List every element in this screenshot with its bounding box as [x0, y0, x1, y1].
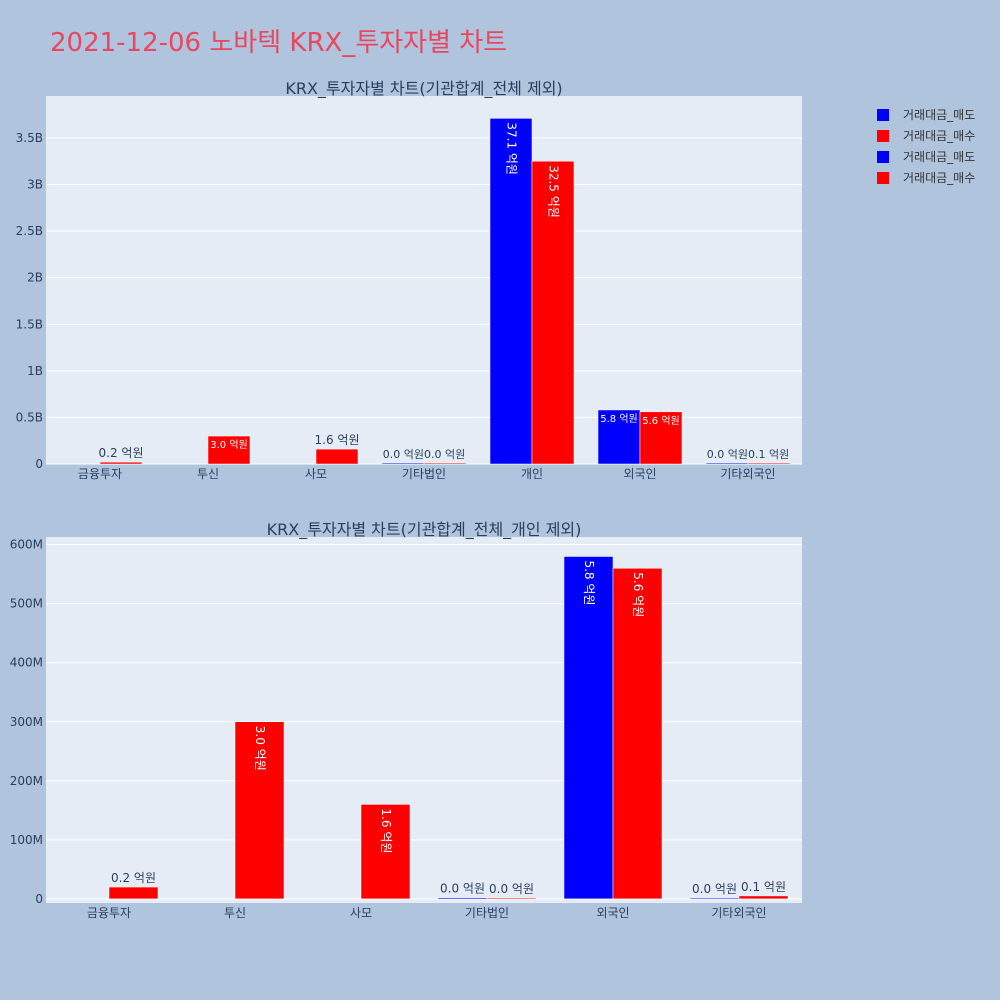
bar-buy: [486, 897, 537, 900]
legend-item-buy-2[interactable]: 거래대금_매수: [877, 167, 975, 188]
bar-sell: [689, 897, 740, 900]
data-label: 0.2 억원: [111, 871, 156, 885]
bar-sell: [489, 118, 533, 465]
data-label: 1.6 억원: [379, 808, 393, 853]
data-label: 3.0 억원: [253, 726, 267, 771]
legend-label: 거래대금_매도: [903, 108, 976, 122]
legend-swatch-buy: [877, 129, 889, 142]
bar-sell: [563, 556, 614, 900]
chart-title: KRX_투자자별 차트(기관합계_전체_개인 제외): [267, 520, 582, 540]
bar-sell: [381, 462, 425, 465]
bar-buy: [207, 435, 251, 465]
y-tick-label: 1.5B: [16, 317, 43, 331]
data-label: 32.5 억원: [547, 165, 561, 218]
data-label: 0.1 억원: [741, 880, 786, 894]
bar-sell: [705, 462, 749, 465]
y-tick-label: 200M: [10, 774, 43, 788]
bar-buy: [315, 448, 359, 465]
x-tick-label: 금융투자: [87, 906, 131, 920]
y-tick-label: 3.5B: [16, 131, 43, 145]
plot-area: [46, 537, 802, 903]
data-label: 1.6 억원: [315, 433, 360, 447]
data-label: 3.0 억원: [210, 439, 247, 451]
x-tick-label: 금융투자: [78, 467, 122, 481]
y-tick-label: 0.5B: [16, 410, 43, 424]
plot-area: [46, 96, 802, 464]
y-tick-label: 1B: [27, 364, 43, 378]
legend-swatch-sell: [877, 150, 889, 163]
legend-swatch-sell: [877, 108, 889, 121]
bar-buy: [423, 462, 467, 465]
data-label: 0.0 억원: [440, 882, 485, 896]
y-tick-label: 100M: [10, 833, 43, 847]
data-label: 0.2 억원: [99, 446, 144, 460]
y-tick-label: 500M: [10, 597, 43, 611]
data-label: 0.0 억원: [692, 882, 737, 896]
legend-item-sell-2[interactable]: 거래대금_매도: [877, 146, 975, 167]
y-tick-label: 0: [35, 457, 43, 471]
data-label: 0.0 억원: [489, 882, 534, 896]
bar-buy: [612, 568, 663, 900]
y-tick-label: 600M: [10, 538, 43, 552]
data-label: 37.1 억원: [505, 122, 519, 175]
bar-buy: [639, 411, 683, 465]
x-tick-label: 기타외국인: [711, 906, 766, 920]
bar-buy: [738, 895, 789, 900]
legend-item-buy-1[interactable]: 거래대금_매수: [877, 125, 975, 146]
legend-swatch-buy: [877, 171, 889, 184]
bar-buy: [99, 461, 143, 465]
y-tick-label: 0: [35, 892, 43, 906]
x-tick-label: 외국인: [623, 467, 656, 481]
y-tick-label: 3B: [27, 178, 43, 192]
x-tick-label: 기타외국인: [720, 467, 775, 481]
x-tick-label: 기타법인: [402, 467, 446, 481]
x-tick-label: 개인: [521, 467, 543, 481]
bar-buy: [531, 160, 575, 465]
y-tick-label: 2.5B: [16, 224, 43, 238]
bar-buy: [360, 804, 411, 900]
legend-label: 거래대금_매도: [903, 150, 976, 164]
x-tick-label: 사모: [305, 467, 327, 481]
x-tick-label: 사모: [350, 906, 372, 920]
legend-label: 거래대금_매수: [903, 129, 976, 143]
data-label: 0.0 억원0.1 억원: [707, 448, 789, 461]
legend-label: 거래대금_매수: [903, 171, 976, 185]
y-tick-label: 2B: [27, 271, 43, 285]
bar-sell: [597, 409, 641, 465]
x-tick-label: 투신: [197, 467, 219, 481]
legend-item-sell-1[interactable]: 거래대금_매도: [877, 104, 975, 125]
y-tick-label: 400M: [10, 656, 43, 670]
x-tick-label: 투신: [224, 906, 246, 920]
data-label: 5.8 억원: [600, 413, 637, 425]
data-label: 5.8 억원: [582, 560, 596, 605]
data-label: 5.6 억원: [642, 415, 679, 427]
bar-buy: [234, 721, 285, 900]
y-tick-label: 300M: [10, 715, 43, 729]
bar-sell: [437, 897, 488, 900]
bar-buy: [747, 462, 791, 465]
data-label: 0.0 억원0.0 억원: [383, 448, 465, 461]
x-tick-label: 기타법인: [465, 906, 509, 920]
legend[interactable]: 거래대금_매도 거래대금_매수 거래대금_매도 거래대금_매수: [877, 104, 975, 188]
chart-title: KRX_투자자별 차트(기관합계_전체 제외): [285, 79, 562, 99]
bar-buy: [108, 886, 159, 900]
x-tick-label: 외국인: [596, 906, 629, 920]
page-title: 2021-12-06 노바텍 KRX_투자자별 차트: [50, 28, 508, 58]
data-label: 5.6 억원: [631, 572, 645, 617]
